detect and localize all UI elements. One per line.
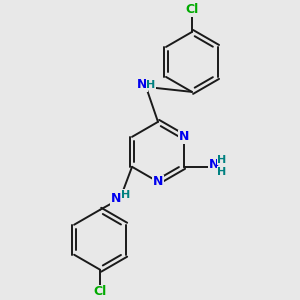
Text: Cl: Cl: [185, 4, 199, 16]
Text: H: H: [217, 167, 226, 177]
Text: Cl: Cl: [93, 285, 107, 298]
Text: H: H: [146, 80, 156, 90]
Text: H: H: [122, 190, 131, 200]
Text: N: N: [209, 158, 219, 171]
Text: N: N: [137, 78, 147, 92]
Text: N: N: [111, 192, 121, 205]
Text: N: N: [153, 175, 163, 188]
Text: H: H: [217, 155, 226, 165]
Text: N: N: [179, 130, 189, 143]
